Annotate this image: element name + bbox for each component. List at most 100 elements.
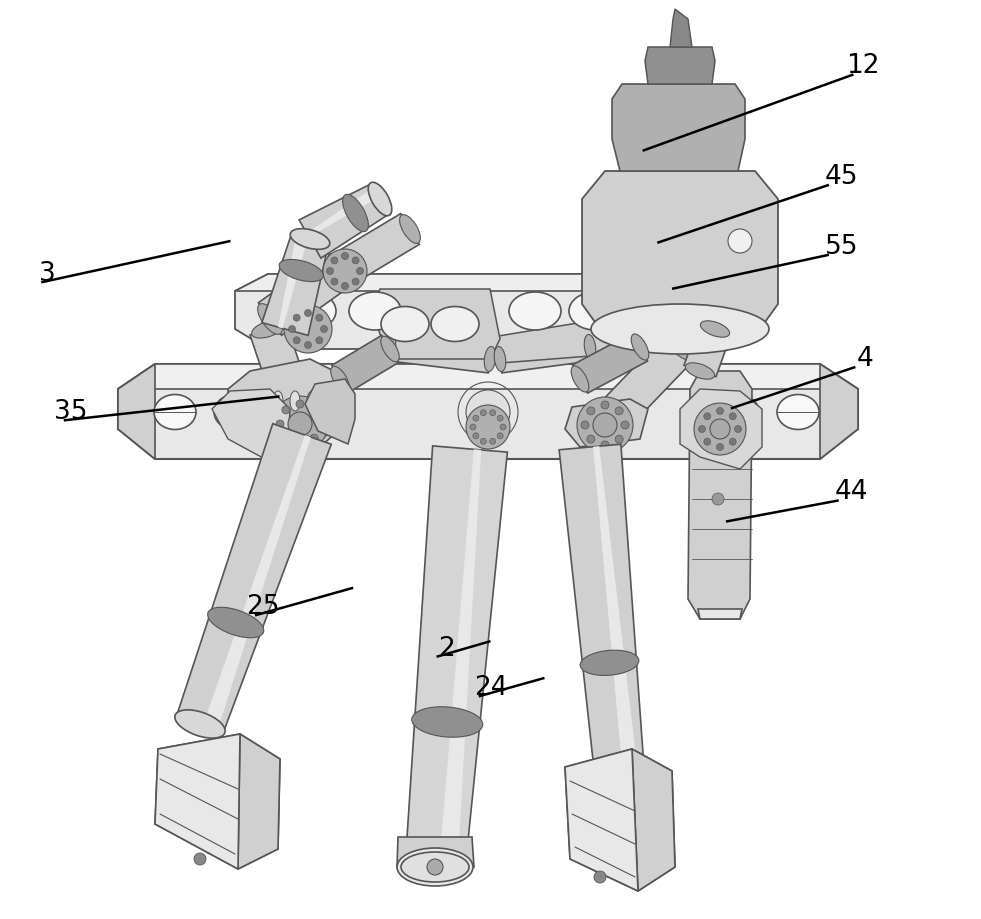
Polygon shape [573, 334, 647, 393]
Polygon shape [670, 10, 692, 48]
Circle shape [490, 438, 495, 445]
Text: 2: 2 [438, 635, 455, 661]
Text: 25: 25 [246, 594, 280, 619]
Circle shape [293, 337, 300, 345]
Circle shape [293, 315, 300, 322]
Text: 35: 35 [54, 399, 87, 425]
Ellipse shape [494, 347, 506, 372]
Text: 55: 55 [825, 233, 858, 259]
Polygon shape [255, 400, 340, 448]
Circle shape [352, 278, 359, 286]
Ellipse shape [569, 292, 621, 331]
Circle shape [587, 407, 594, 415]
Circle shape [497, 415, 503, 422]
Ellipse shape [412, 707, 483, 737]
Ellipse shape [258, 304, 283, 335]
Polygon shape [565, 749, 638, 891]
Text: 45: 45 [825, 164, 858, 189]
Ellipse shape [585, 335, 595, 360]
Circle shape [316, 421, 324, 428]
Circle shape [490, 410, 495, 416]
Circle shape [323, 250, 367, 294]
Circle shape [466, 391, 510, 435]
Polygon shape [498, 334, 592, 373]
Polygon shape [299, 185, 388, 259]
Ellipse shape [686, 363, 714, 380]
Polygon shape [612, 85, 745, 172]
Ellipse shape [284, 292, 336, 331]
Polygon shape [250, 323, 318, 431]
Polygon shape [332, 336, 398, 393]
Polygon shape [632, 749, 675, 891]
Circle shape [304, 311, 312, 317]
Circle shape [466, 405, 510, 449]
Polygon shape [278, 236, 308, 329]
Circle shape [473, 434, 479, 439]
Ellipse shape [251, 321, 284, 339]
Ellipse shape [571, 367, 589, 392]
Polygon shape [155, 734, 240, 869]
Text: 4: 4 [856, 346, 874, 371]
Circle shape [327, 268, 334, 275]
Circle shape [497, 434, 503, 439]
Circle shape [615, 407, 623, 415]
Ellipse shape [331, 367, 349, 392]
Circle shape [316, 315, 323, 322]
Circle shape [716, 444, 724, 451]
Ellipse shape [330, 257, 350, 286]
Ellipse shape [208, 607, 264, 638]
Polygon shape [820, 365, 858, 460]
Circle shape [694, 403, 746, 456]
Polygon shape [439, 449, 482, 871]
Circle shape [341, 254, 348, 260]
Circle shape [470, 425, 476, 430]
Polygon shape [698, 609, 742, 619]
Circle shape [500, 425, 506, 430]
Circle shape [601, 441, 609, 449]
Ellipse shape [290, 391, 300, 412]
Polygon shape [684, 323, 731, 378]
Ellipse shape [154, 395, 196, 430]
Circle shape [601, 402, 609, 410]
Circle shape [473, 415, 479, 422]
Circle shape [481, 438, 487, 445]
Text: 12: 12 [847, 53, 880, 79]
Text: 24: 24 [474, 675, 507, 700]
Ellipse shape [592, 413, 618, 438]
Polygon shape [212, 390, 290, 460]
Circle shape [304, 342, 312, 349]
Ellipse shape [667, 335, 694, 360]
Circle shape [321, 326, 328, 333]
Ellipse shape [399, 215, 421, 244]
Ellipse shape [397, 848, 473, 886]
Circle shape [341, 283, 348, 290]
Circle shape [587, 436, 594, 444]
Polygon shape [228, 359, 340, 449]
Ellipse shape [777, 395, 819, 430]
Polygon shape [118, 365, 858, 390]
Ellipse shape [385, 335, 395, 360]
Polygon shape [258, 254, 351, 336]
Polygon shape [203, 436, 311, 731]
Ellipse shape [307, 391, 317, 412]
Ellipse shape [349, 292, 401, 331]
Circle shape [735, 426, 742, 433]
Ellipse shape [328, 255, 352, 285]
Circle shape [615, 436, 623, 444]
Ellipse shape [280, 260, 324, 282]
Text: 3: 3 [38, 261, 56, 287]
Circle shape [729, 438, 736, 446]
Polygon shape [235, 275, 712, 291]
Ellipse shape [580, 651, 639, 675]
Text: 44: 44 [835, 479, 868, 505]
Polygon shape [118, 365, 858, 460]
Circle shape [581, 422, 589, 429]
Circle shape [703, 414, 711, 420]
Polygon shape [405, 447, 507, 871]
Polygon shape [118, 365, 155, 460]
Circle shape [593, 414, 617, 437]
Polygon shape [305, 380, 355, 445]
Circle shape [284, 306, 332, 354]
Circle shape [310, 435, 318, 443]
Circle shape [288, 326, 295, 333]
